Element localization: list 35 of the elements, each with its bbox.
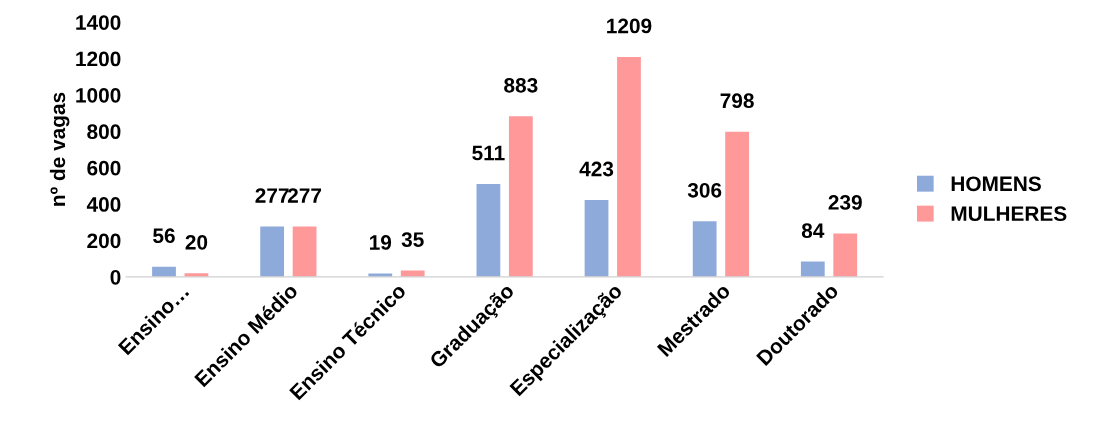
data-label: 511: [472, 145, 505, 161]
bar: [692, 221, 717, 277]
data-label: 883: [504, 77, 538, 93]
data-label: 277: [255, 188, 289, 203]
y-tick-label: 400: [86, 197, 121, 212]
bar: [476, 183, 501, 277]
bar: [508, 116, 533, 277]
data-label: 1209: [607, 18, 652, 34]
data-label: 306: [687, 182, 722, 198]
data-label: 56: [153, 228, 175, 244]
legend-label: MULHERES: [951, 206, 1067, 222]
y-tick-label: 1200: [76, 51, 121, 67]
data-label: 239: [828, 195, 862, 210]
y-tick-label: 200: [87, 233, 121, 249]
data-label: 35: [401, 232, 424, 247]
y-tick-label: 0: [110, 269, 121, 285]
bar: [292, 226, 317, 277]
bar: [260, 226, 285, 277]
bar: [800, 261, 825, 277]
bar: [617, 56, 641, 277]
data-label: 423: [579, 161, 614, 177]
y-tick-label: 600: [87, 160, 121, 176]
bar: [725, 131, 749, 277]
data-label: 277: [287, 188, 322, 203]
data-label: 20: [185, 234, 208, 250]
data-label: 84: [801, 223, 825, 239]
bar: [584, 199, 609, 277]
y-axis-title: nº de vagas: [49, 92, 70, 206]
data-label: 798: [720, 93, 754, 109]
y-tick-label: 1000: [76, 87, 121, 103]
bar: [833, 233, 858, 277]
y-tick-label: 800: [87, 124, 121, 140]
data-label: 19: [369, 235, 392, 250]
legend-label: HOMENS: [951, 176, 1041, 192]
y-tick-label: 1400: [76, 15, 121, 30]
